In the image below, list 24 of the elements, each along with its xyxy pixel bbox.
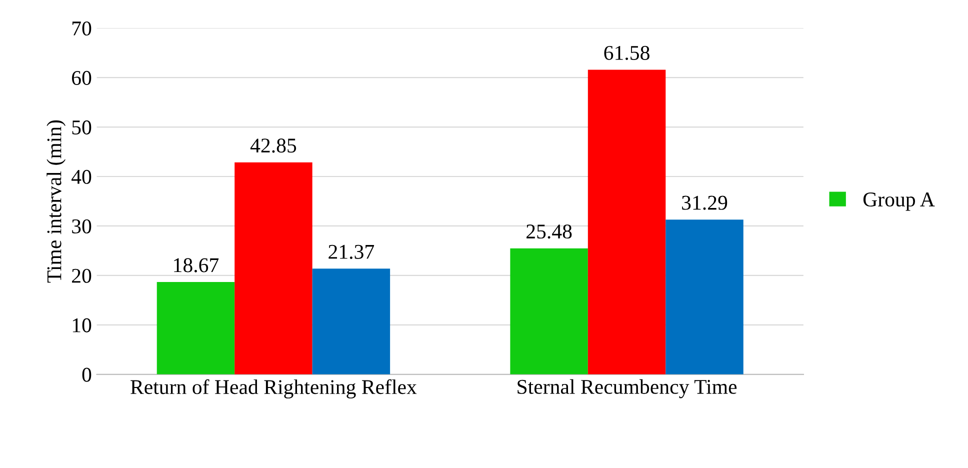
y-tick-label: 40 [72, 170, 92, 184]
y-tick-label: 10 [72, 318, 92, 332]
y-tick-label: 30 [72, 219, 92, 234]
bar [312, 268, 390, 374]
y-tick-label: 0 [82, 368, 92, 382]
data-label: 31.29 [682, 196, 728, 210]
y-tick-label: 50 [72, 120, 92, 134]
bar [156, 282, 235, 374]
data-label: 18.67 [174, 258, 219, 272]
x-tick-label: Return of Head Rightening Reflex [130, 379, 417, 398]
y-axis-title: Time interval (min) [46, 120, 66, 283]
data-label: 42.85 [250, 138, 296, 153]
bar [666, 220, 744, 374]
bar [588, 70, 666, 374]
legend-label: Group A [863, 192, 935, 211]
x-tick-label: Sternal Recumbency Time [518, 379, 737, 398]
y-tick-label: 20 [72, 268, 92, 283]
bar [234, 162, 312, 374]
data-label: 25.48 [526, 224, 572, 239]
bar [510, 248, 588, 374]
y-tick-label: 60 [72, 70, 92, 85]
data-label: 21.37 [328, 244, 374, 259]
data-label: 61.58 [604, 46, 650, 60]
y-tick-label: 70 [72, 21, 92, 36]
